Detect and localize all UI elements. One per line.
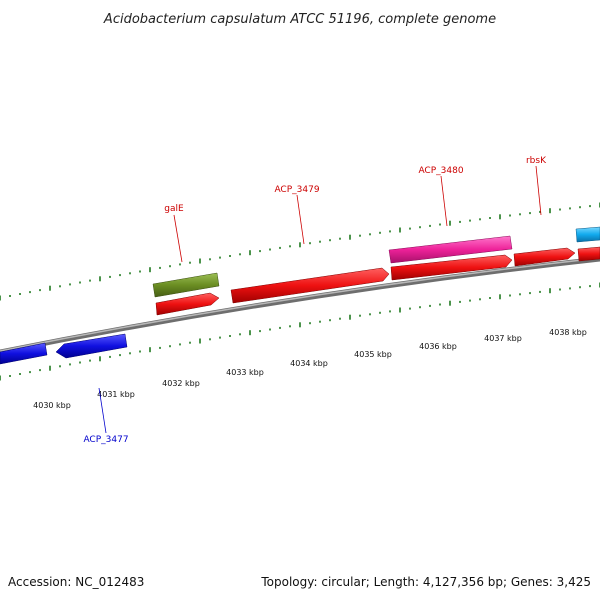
gene-galE-red[interactable] xyxy=(155,292,220,316)
upper-tick-track xyxy=(0,202,600,301)
topology-summary: Topology: circular; Length: 4,127,356 bp… xyxy=(260,575,591,589)
gene-features xyxy=(0,226,600,365)
lower-tick-track xyxy=(0,282,600,381)
gene-rbsK[interactable] xyxy=(513,247,576,267)
gene-ACP_3479[interactable] xyxy=(230,267,390,304)
kbp-label-4035: 4035 kbp xyxy=(354,350,392,359)
kbp-label-4037: 4037 kbp xyxy=(484,334,522,343)
gene-ACP_3480[interactable] xyxy=(388,235,513,264)
kbp-label-4031: 4031 kbp xyxy=(97,390,135,399)
kbp-label-4030: 4030 kbp xyxy=(33,401,71,410)
gene-right-red[interactable] xyxy=(577,246,600,262)
gene-ACP_3477[interactable] xyxy=(55,333,128,359)
kbp-label-4034: 4034 kbp xyxy=(290,359,328,368)
leader-ACP_3479 xyxy=(296,194,305,245)
label-ACP_3479: ACP_3479 xyxy=(274,185,319,195)
label-ACP_3480: ACP_3480 xyxy=(418,166,463,176)
kbp-label-4033: 4033 kbp xyxy=(226,368,264,377)
label-ACP_3477: ACP_3477 xyxy=(83,435,128,445)
accession-text: Accession: NC_012483 xyxy=(8,575,144,589)
gene-labels: galE ACP_3479 ACP_3480 rbsK ACP_3477 xyxy=(83,156,547,445)
map-title: Acidobacterium capsulatum ATCC 51196, co… xyxy=(103,12,496,27)
gene-right-cyan[interactable] xyxy=(575,226,600,243)
label-rbsK: rbsK xyxy=(526,156,547,166)
gene-red-4036[interactable] xyxy=(390,254,513,281)
leader-ACP_3480 xyxy=(440,175,448,227)
kbp-tick-labels: 4030 kbp 4031 kbp 4032 kbp 4033 kbp 4034… xyxy=(33,328,587,410)
genome-backbone-highlight xyxy=(0,257,600,352)
leader-galE xyxy=(173,214,183,263)
genome-backbone xyxy=(0,256,600,355)
kbp-label-4036: 4036 kbp xyxy=(419,342,457,351)
kbp-label-4038: 4038 kbp xyxy=(549,328,587,337)
gene-galE[interactable] xyxy=(152,272,220,298)
label-galE: galE xyxy=(164,204,184,214)
leader-ACP_3477 xyxy=(98,387,107,434)
leader-rbsK xyxy=(535,165,542,216)
kbp-label-4032: 4032 kbp xyxy=(162,379,200,388)
gene-left-blue-a[interactable] xyxy=(0,342,48,365)
